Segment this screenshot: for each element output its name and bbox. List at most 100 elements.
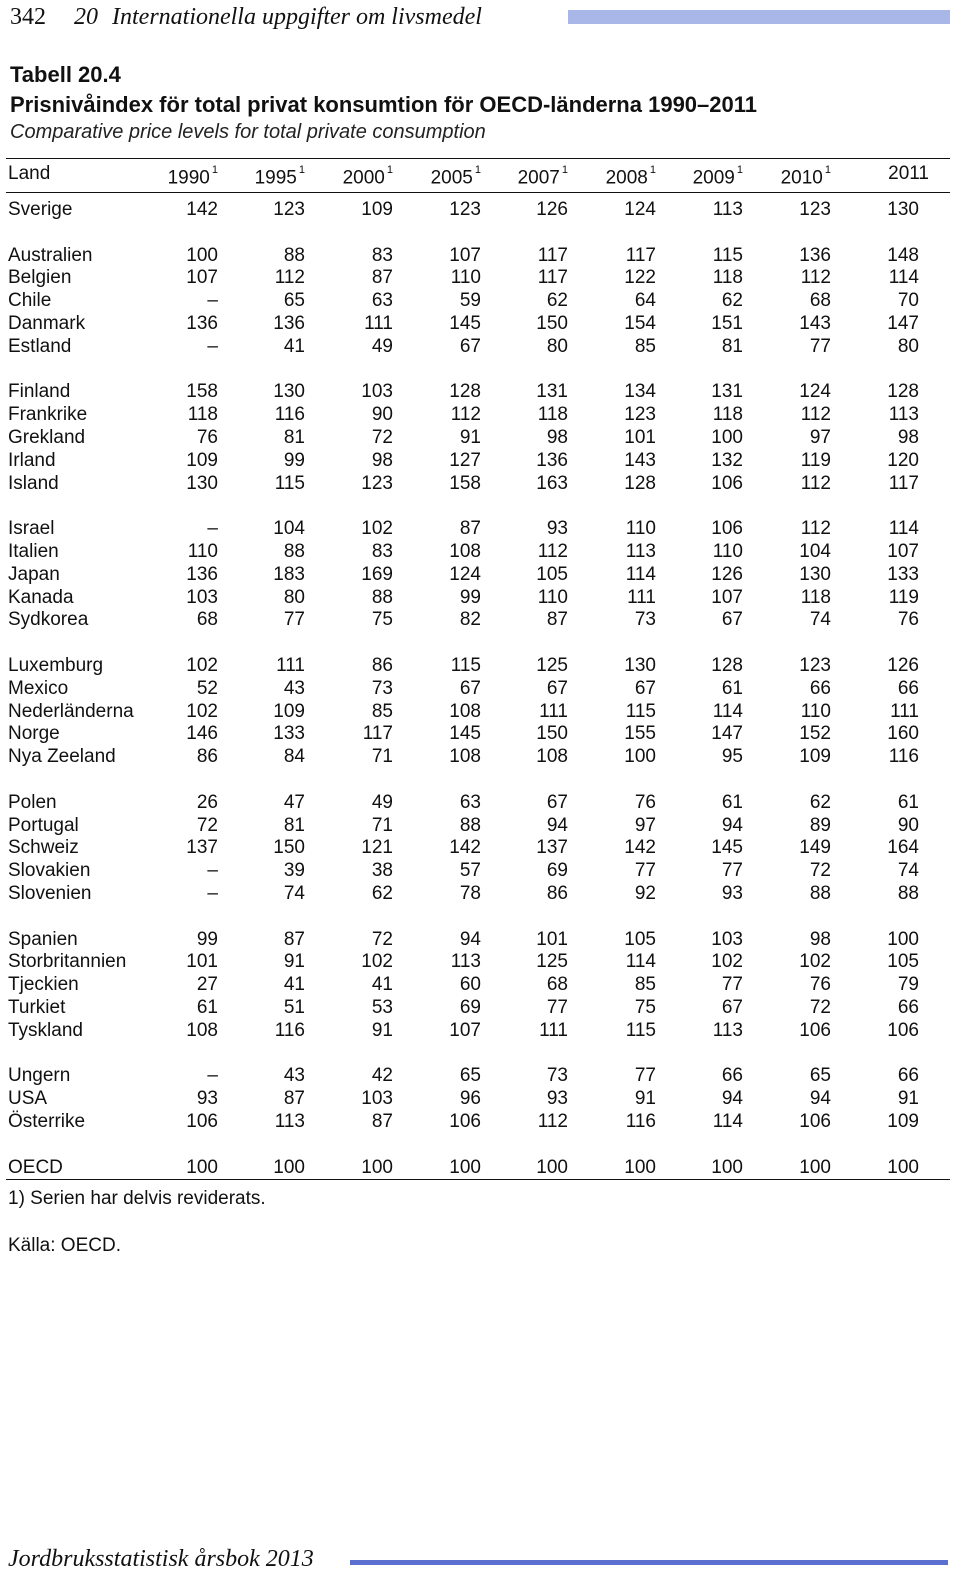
index-value: 145 bbox=[449, 723, 481, 745]
column-header-year: 2010 1 bbox=[781, 162, 831, 189]
index-value: 99 bbox=[459, 586, 481, 608]
index-value: 65 bbox=[283, 290, 305, 312]
index-value: 67 bbox=[721, 997, 743, 1018]
column-header-year: 2000 1 bbox=[343, 162, 393, 189]
index-value: 130 bbox=[887, 199, 919, 220]
index-value: 113 bbox=[274, 1111, 305, 1132]
index-value: 81 bbox=[283, 427, 305, 448]
index-value: 102 bbox=[361, 518, 393, 540]
index-value: 91 bbox=[283, 951, 305, 973]
year-label: 1990 bbox=[167, 167, 210, 189]
index-value: 107 bbox=[887, 541, 919, 562]
country-name: Japan bbox=[8, 563, 60, 585]
index-value: 75 bbox=[371, 609, 393, 631]
index-value: 116 bbox=[274, 1019, 305, 1041]
index-value: 66 bbox=[897, 997, 919, 1018]
index-value: 94 bbox=[459, 928, 481, 950]
year-label: 2007 bbox=[517, 167, 560, 189]
index-value: 109 bbox=[186, 449, 218, 471]
index-value: 74 bbox=[897, 860, 919, 882]
index-value: 47 bbox=[283, 791, 305, 813]
index-value: 87 bbox=[283, 928, 305, 950]
table-row: Sverige 142 123 109 123 126 124 113 123 130 bbox=[0, 198, 950, 221]
index-value: 67 bbox=[459, 335, 481, 357]
index-value: 91 bbox=[371, 1019, 393, 1041]
index-value: 62 bbox=[721, 290, 743, 312]
index-value: 97 bbox=[634, 814, 656, 836]
index-value: 72 bbox=[809, 997, 831, 1018]
index-value: 127 bbox=[449, 449, 481, 471]
index-value: 109 bbox=[887, 1111, 919, 1132]
index-value: 116 bbox=[625, 1111, 656, 1132]
page-number: 342 bbox=[10, 3, 46, 30]
year-label: 1995 bbox=[254, 167, 297, 189]
chapter-title: Internationella uppgifter om livsmedel bbox=[112, 3, 482, 30]
index-value: 65 bbox=[459, 1065, 481, 1087]
index-value: 68 bbox=[196, 609, 218, 631]
index-value: 66 bbox=[897, 1065, 919, 1087]
country-name: Storbritannien bbox=[8, 951, 127, 973]
index-value: 66 bbox=[897, 677, 919, 699]
index-value: 100 bbox=[711, 1156, 743, 1178]
index-value: 143 bbox=[799, 313, 831, 334]
country-name: Irland bbox=[8, 449, 56, 471]
index-value: 94 bbox=[546, 814, 568, 836]
index-value: 123 bbox=[799, 199, 831, 220]
index-value: 80 bbox=[897, 335, 919, 357]
index-value: – bbox=[207, 1065, 218, 1087]
index-value: 109 bbox=[361, 199, 393, 220]
year-label: 2011 bbox=[888, 163, 929, 184]
table-row: Turkiet 61 51 53 69 77 75 67 72 66 bbox=[0, 996, 950, 1019]
index-value: 100 bbox=[799, 1156, 831, 1178]
index-value: 101 bbox=[624, 427, 656, 448]
index-value: 111 bbox=[539, 700, 568, 722]
table-row: Sydkorea 68 77 75 82 87 73 67 74 76 bbox=[0, 608, 950, 631]
country-name: Island bbox=[8, 472, 59, 494]
column-header-year: 2011 bbox=[888, 162, 929, 185]
index-value: 39 bbox=[283, 860, 305, 882]
table-row: Estland – 41 49 67 80 85 81 77 80 bbox=[0, 335, 950, 358]
year-label: 2005 bbox=[430, 167, 473, 189]
index-value: 117 bbox=[625, 244, 656, 266]
index-value: 100 bbox=[186, 1156, 218, 1178]
country-name: Danmark bbox=[8, 313, 86, 334]
index-value: 114 bbox=[625, 563, 656, 585]
index-value: 114 bbox=[712, 700, 743, 722]
index-value: 103 bbox=[186, 586, 218, 608]
index-value: 52 bbox=[196, 677, 218, 699]
index-value: 107 bbox=[449, 1019, 481, 1041]
index-value: 87 bbox=[283, 1088, 305, 1110]
table-row: Nya Zeeland 86 84 71 108 108 100 95 109 116 bbox=[0, 745, 950, 768]
index-value: 106 bbox=[711, 472, 743, 494]
country-name: Sydkorea bbox=[8, 609, 89, 631]
index-value: 111 bbox=[890, 700, 919, 722]
table-row: Portugal 72 81 71 88 94 97 94 89 90 bbox=[0, 814, 950, 837]
index-value: 160 bbox=[887, 723, 919, 745]
index-value: 74 bbox=[283, 883, 305, 904]
index-value: 151 bbox=[711, 313, 743, 334]
index-value: 113 bbox=[450, 951, 481, 973]
index-value: 98 bbox=[897, 427, 919, 448]
index-value: 164 bbox=[887, 837, 919, 859]
table-header-row: Land 1990 1 1995 1 2000 1 2005 1 2007 1 2008 1 2009 1 2… bbox=[0, 162, 950, 189]
index-value: 114 bbox=[888, 518, 919, 540]
index-value: 73 bbox=[634, 609, 656, 631]
table-row: Italien 110 88 83 108 112 113 110 104 107 bbox=[0, 540, 950, 563]
index-value: 98 bbox=[546, 427, 568, 448]
index-value: 71 bbox=[371, 746, 393, 768]
country-name: Polen bbox=[8, 791, 57, 813]
country-name: Norge bbox=[8, 723, 60, 745]
index-value: 126 bbox=[887, 655, 919, 676]
index-value: 69 bbox=[459, 997, 481, 1018]
index-value: 110 bbox=[537, 586, 568, 608]
index-value: 98 bbox=[809, 928, 831, 950]
index-value: – bbox=[207, 883, 218, 904]
country-name: Italien bbox=[8, 541, 59, 562]
footnote-marker: 1 bbox=[211, 164, 218, 176]
index-value: 88 bbox=[371, 586, 393, 608]
index-value: 80 bbox=[546, 335, 568, 357]
index-value: 136 bbox=[273, 313, 305, 334]
index-value: 76 bbox=[634, 791, 656, 813]
index-value: 72 bbox=[371, 427, 393, 448]
footnote-marker: 1 bbox=[649, 164, 656, 176]
